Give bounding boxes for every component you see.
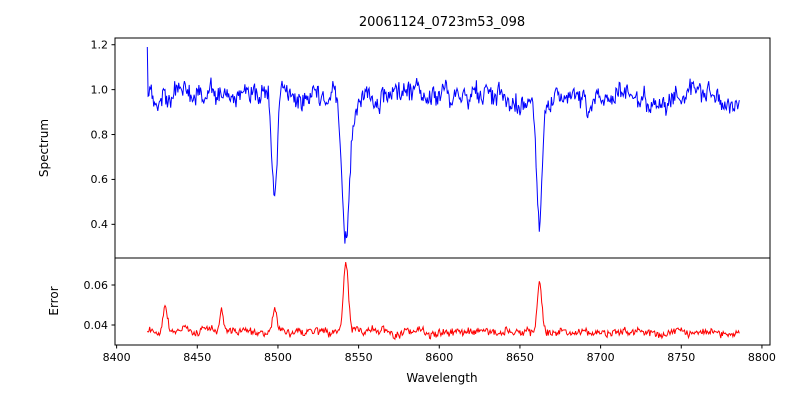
x-tick-label: 8400 <box>103 351 131 364</box>
plot-content: 8400 8450 8500 8550 8600 8650 8700 8750 8800 0.4 0… <box>84 37 776 364</box>
chart-title: 20061124_0723m53_098 <box>359 15 525 30</box>
x-tick-label: 8450 <box>183 351 211 364</box>
error-panel-border <box>114 257 771 346</box>
x-axis-label: Wavelength <box>406 371 477 385</box>
x-tick-label: 8700 <box>587 351 615 364</box>
y-tick-label: 1.2 <box>91 39 109 52</box>
x-tick-label: 8600 <box>425 351 453 364</box>
spectrum-line <box>146 46 740 244</box>
y-tick-label: 1.0 <box>91 83 109 96</box>
x-tick-label: 8500 <box>264 351 292 364</box>
x-tick-label: 8750 <box>667 351 695 364</box>
y-tick-label: 0.6 <box>91 173 109 186</box>
y-tick-label: 0.04 <box>84 319 109 332</box>
spectrum-panel-border <box>114 37 771 259</box>
y-tick-label: 0.06 <box>84 279 109 292</box>
error-line <box>146 262 740 341</box>
spectrum-y-axis-label: Spectrum <box>37 119 51 177</box>
x-tick-label: 8650 <box>506 351 534 364</box>
y-tick-label: 0.8 <box>91 128 109 141</box>
y-tick-label: 0.4 <box>91 218 109 231</box>
x-tick-label: 8550 <box>345 351 373 364</box>
x-tick-label: 8800 <box>748 351 776 364</box>
error-y-axis-label: Error <box>47 286 61 315</box>
